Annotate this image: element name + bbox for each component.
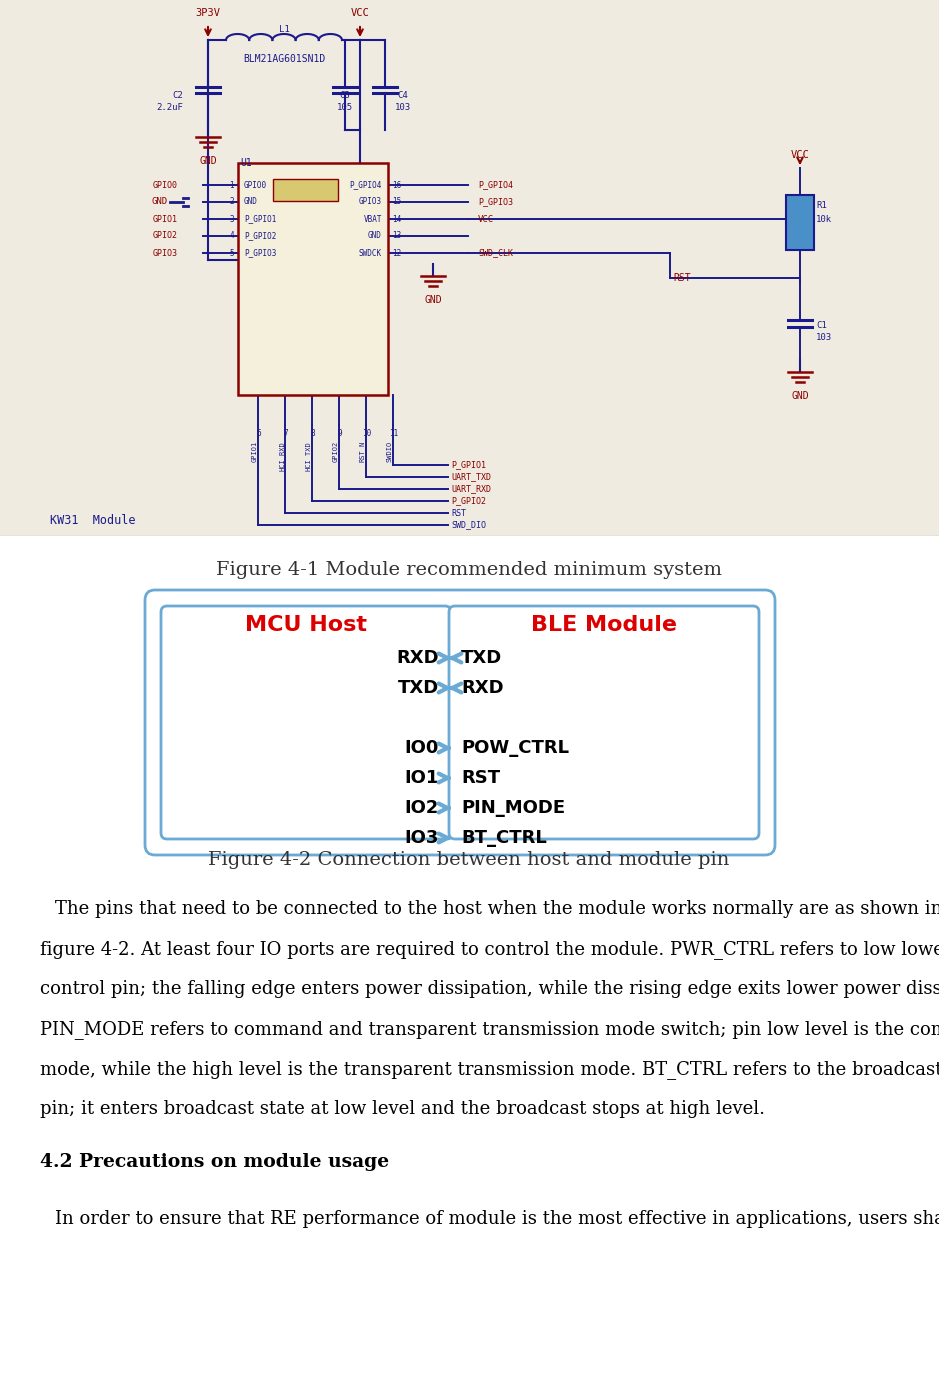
Text: GND: GND	[424, 295, 442, 305]
Text: VCC: VCC	[478, 215, 494, 224]
Text: GPIO0: GPIO0	[244, 180, 267, 190]
Text: P_GPIO2: P_GPIO2	[451, 496, 486, 506]
Text: HCI_TXD: HCI_TXD	[305, 441, 312, 471]
Text: VCC: VCC	[791, 149, 809, 161]
Text: 16: 16	[392, 180, 401, 190]
Text: VCC: VCC	[350, 8, 369, 18]
Bar	[238, 163, 388, 395]
Text: IO0: IO0	[405, 739, 439, 757]
Text: control pin; the falling edge enters power dissipation, while the rising edge ex: control pin; the falling edge enters pow…	[40, 981, 939, 997]
Text: U1: U1	[240, 158, 252, 168]
Text: P_GPIO3: P_GPIO3	[244, 249, 276, 257]
Text: GND: GND	[199, 156, 217, 166]
Text: RST: RST	[461, 768, 500, 787]
FancyBboxPatch shape	[145, 590, 775, 855]
Text: IO1: IO1	[405, 768, 439, 787]
Text: P_GPIO3: P_GPIO3	[478, 197, 513, 207]
FancyBboxPatch shape	[449, 606, 759, 840]
Text: 8: 8	[311, 429, 316, 439]
Text: P_GPIO2: P_GPIO2	[244, 232, 276, 240]
Text: 103: 103	[816, 334, 832, 342]
Text: 6: 6	[256, 429, 261, 439]
Text: RST: RST	[673, 272, 690, 284]
Text: RST_N: RST_N	[360, 441, 366, 462]
Text: SWD_DIO: SWD_DIO	[451, 521, 486, 529]
Text: 10k: 10k	[816, 215, 832, 225]
Text: 7: 7	[284, 429, 288, 439]
Text: SWDCK: SWDCK	[359, 249, 382, 257]
Text: P_GPIO1: P_GPIO1	[451, 461, 486, 469]
Text: C3: C3	[340, 91, 350, 99]
Text: KW31  Module: KW31 Module	[50, 514, 135, 527]
Text: The pins that need to be connected to the host when the module works normally ar: The pins that need to be connected to th…	[55, 900, 939, 918]
Text: GPIO1: GPIO1	[153, 215, 178, 224]
Text: C1: C1	[816, 320, 826, 330]
Text: R1: R1	[816, 201, 826, 210]
Text: VBAT: VBAT	[363, 215, 382, 224]
Text: 2.2uF: 2.2uF	[156, 103, 183, 113]
Text: GND: GND	[368, 232, 382, 240]
Bar	[273, 179, 338, 201]
Text: GPIO0: GPIO0	[153, 180, 178, 190]
Bar	[786, 196, 814, 250]
Text: PIN_MODE refers to command and transparent transmission mode switch; pin low lev: PIN_MODE refers to command and transpare…	[40, 1020, 939, 1039]
Text: GPIO2: GPIO2	[153, 232, 178, 240]
Text: RST: RST	[451, 509, 466, 517]
Text: 105: 105	[337, 103, 353, 113]
Bar	[0, 0, 939, 535]
Text: 12: 12	[392, 249, 401, 257]
Text: 9: 9	[338, 429, 343, 439]
Text: GND: GND	[244, 197, 258, 207]
Text: 11: 11	[390, 429, 399, 439]
Text: mode, while the high level is the transparent transmission mode. BT_CTRL refers : mode, while the high level is the transp…	[40, 1060, 939, 1078]
Text: Figure 4-1 Module recommended minimum system: Figure 4-1 Module recommended minimum sy…	[216, 562, 722, 578]
Text: 4: 4	[229, 232, 234, 240]
Text: POW_CTRL: POW_CTRL	[461, 739, 569, 757]
Text: TXD: TXD	[398, 679, 439, 697]
Text: 2: 2	[229, 197, 234, 207]
Text: Figure 4-2 Connection between host and module pin: Figure 4-2 Connection between host and m…	[208, 851, 730, 869]
Text: BT_CTRL: BT_CTRL	[461, 828, 546, 847]
Text: L1: L1	[279, 25, 289, 34]
Text: pin; it enters broadcast state at low level and the broadcast stops at high leve: pin; it enters broadcast state at low le…	[40, 1099, 765, 1118]
Text: 1: 1	[229, 180, 234, 190]
Text: 10: 10	[362, 429, 372, 439]
Text: SWDIO: SWDIO	[387, 441, 393, 462]
Text: GPIO3: GPIO3	[153, 249, 178, 257]
Text: 103: 103	[395, 103, 411, 113]
Text: UART_RXD: UART_RXD	[451, 485, 491, 493]
Text: RXD: RXD	[396, 650, 439, 666]
Text: RXD: RXD	[461, 679, 503, 697]
Text: UART_TXD: UART_TXD	[451, 472, 491, 482]
Text: TXD: TXD	[461, 650, 502, 666]
Text: GPIO3: GPIO3	[359, 197, 382, 207]
Text: SWD_CLK: SWD_CLK	[478, 249, 513, 257]
Text: In order to ensure that RE performance of module is the most effective in applic: In order to ensure that RE performance o…	[55, 1210, 939, 1228]
Text: PIN_MODE: PIN_MODE	[461, 799, 565, 817]
Text: P_GPIO4: P_GPIO4	[478, 180, 513, 190]
Text: 15: 15	[392, 197, 401, 207]
Text: BLE Module: BLE Module	[531, 615, 677, 636]
Text: GPIO2: GPIO2	[333, 441, 339, 462]
Text: C4: C4	[397, 91, 408, 99]
Text: 13: 13	[392, 232, 401, 240]
Text: 14: 14	[392, 215, 401, 224]
Text: 4.2 Precautions on module usage: 4.2 Precautions on module usage	[40, 1153, 389, 1171]
Text: 3P3V: 3P3V	[195, 8, 221, 18]
Text: IO3: IO3	[405, 828, 439, 847]
Text: C2: C2	[172, 91, 183, 99]
Text: P_GPIO4: P_GPIO4	[349, 180, 382, 190]
Text: P_GPIO1: P_GPIO1	[244, 215, 276, 224]
Text: MCU Host: MCU Host	[245, 615, 367, 636]
Text: HCI_RXD: HCI_RXD	[278, 441, 285, 471]
FancyBboxPatch shape	[161, 606, 451, 840]
Text: IO2: IO2	[405, 799, 439, 817]
Text: GND: GND	[792, 391, 808, 401]
Text: 5: 5	[229, 249, 234, 257]
Text: figure 4-2. At least four IO ports are required to control the module. PWR_CTRL : figure 4-2. At least four IO ports are r…	[40, 940, 939, 958]
Text: GND: GND	[152, 197, 168, 207]
Text: BLM21AG601SN1D: BLM21AG601SN1D	[243, 54, 325, 64]
Text: 3: 3	[229, 215, 234, 224]
Text: GPIO1: GPIO1	[252, 441, 258, 462]
